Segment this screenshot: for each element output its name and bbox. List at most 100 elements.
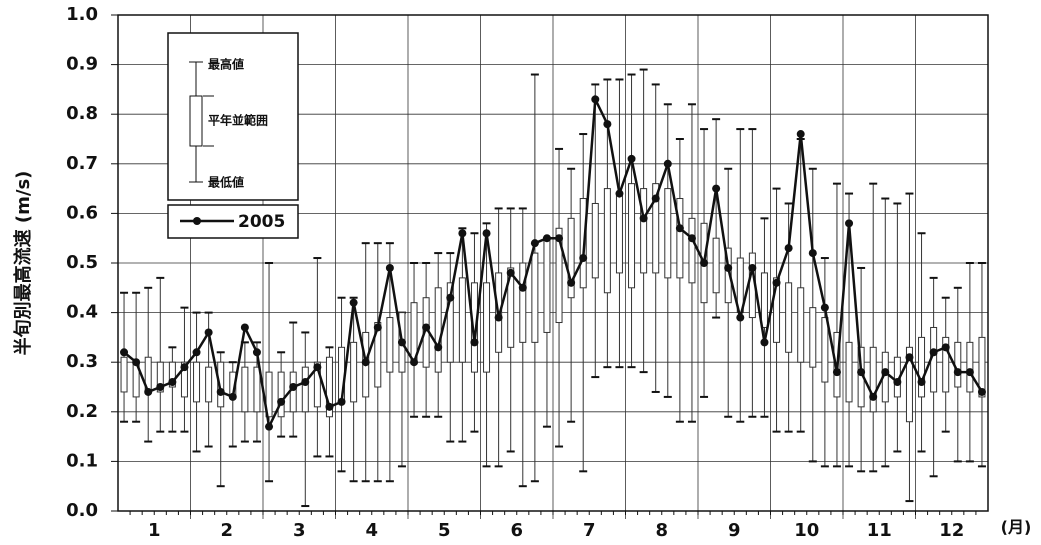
y-tick-label: 0.9	[66, 54, 98, 75]
y-tick-label: 0.2	[66, 401, 98, 422]
range-box	[797, 287, 805, 363]
range-box	[507, 267, 515, 348]
series-point	[446, 293, 455, 302]
range-box	[567, 217, 575, 299]
y-tick-label: 0.5	[66, 252, 98, 273]
range-box	[978, 336, 986, 398]
series-point	[337, 397, 346, 406]
series-point	[482, 229, 491, 238]
series-point	[168, 378, 177, 387]
y-tick-label: 0.0	[66, 500, 98, 521]
x-unit: (月)	[1001, 518, 1032, 537]
series-point	[784, 244, 793, 253]
range-box	[760, 272, 768, 328]
series-point	[760, 338, 769, 347]
range-box	[265, 371, 273, 418]
series-point	[373, 323, 382, 332]
series-point	[881, 368, 890, 377]
y-tick-label: 0.1	[66, 450, 98, 471]
series-point	[615, 189, 624, 198]
range-box	[483, 282, 491, 373]
x-tick-label: 2	[220, 520, 233, 541]
y-tick-label: 1.0	[66, 4, 98, 25]
series-point	[869, 392, 878, 401]
series-point	[977, 387, 986, 396]
legend-range	[189, 95, 203, 147]
range-box	[168, 361, 176, 388]
series-point	[265, 422, 274, 431]
series-point	[192, 348, 201, 357]
series-point	[410, 358, 419, 367]
series-point	[651, 194, 660, 203]
series-point	[700, 259, 709, 267]
series-point	[953, 368, 962, 377]
series-point	[591, 95, 600, 104]
series-point	[301, 378, 310, 387]
range-box	[120, 356, 128, 393]
legend-label: 最低値	[208, 175, 244, 190]
series-point	[736, 313, 745, 322]
series-point	[808, 249, 817, 258]
series-point	[180, 363, 189, 372]
legend: 最高値 平年並範囲 最低値 2005	[167, 32, 299, 239]
series-point	[277, 397, 286, 406]
y-axis-label: 半旬別最高流速 (m/s)	[12, 171, 34, 356]
series-point	[458, 229, 467, 238]
range-box	[869, 346, 877, 413]
series-point	[965, 368, 974, 377]
series-point	[506, 268, 515, 277]
series-point	[228, 392, 237, 401]
series-point	[724, 263, 733, 272]
range-box	[640, 188, 648, 274]
x-tick-label: 6	[510, 520, 523, 541]
range-box	[289, 371, 297, 413]
range-box	[386, 317, 394, 373]
series-point	[845, 219, 854, 228]
series-point	[567, 278, 576, 287]
series-point	[687, 234, 696, 243]
range-box	[301, 366, 309, 413]
range-box	[785, 282, 793, 353]
series-point	[893, 378, 902, 387]
x-tick-label: 11	[867, 520, 892, 541]
series-point	[542, 234, 551, 243]
series-point	[748, 263, 757, 272]
range-box	[253, 366, 261, 413]
series-point	[385, 263, 394, 272]
range-box	[531, 252, 539, 343]
series-point	[252, 348, 261, 357]
series-point	[820, 303, 829, 312]
series-point	[772, 278, 781, 287]
range-box	[942, 336, 950, 393]
range-box	[434, 287, 442, 373]
series-point	[941, 343, 950, 352]
range-box	[809, 307, 817, 368]
series-point	[204, 328, 213, 337]
series-point	[530, 239, 539, 248]
y-tick-label: 0.8	[66, 103, 98, 124]
series-point	[929, 348, 938, 357]
series-point	[216, 387, 225, 396]
range-box	[325, 356, 333, 418]
range-box	[241, 366, 249, 413]
y-tick-label: 0.6	[66, 202, 98, 223]
range-box	[205, 366, 213, 403]
range-box	[519, 262, 527, 343]
series-point	[434, 343, 443, 352]
series-point	[627, 154, 636, 163]
x-tick-label: 12	[939, 520, 964, 541]
range-box	[845, 341, 853, 403]
plot: 0.00.10.20.30.40.50.60.70.80.91.01 2 3 4 5 6 7…	[66, 4, 989, 541]
range-box	[652, 183, 660, 274]
range-box	[350, 341, 358, 403]
x-tick-label: 5	[438, 520, 451, 541]
range-box	[313, 361, 321, 408]
x-tick-label: 10	[794, 520, 819, 541]
legend-label: 平年並範囲	[208, 113, 268, 128]
series-point	[905, 353, 914, 362]
series-point	[397, 338, 406, 347]
series-point	[639, 214, 648, 223]
series-line	[123, 94, 984, 431]
series-point	[796, 130, 805, 139]
range-box	[628, 183, 636, 289]
